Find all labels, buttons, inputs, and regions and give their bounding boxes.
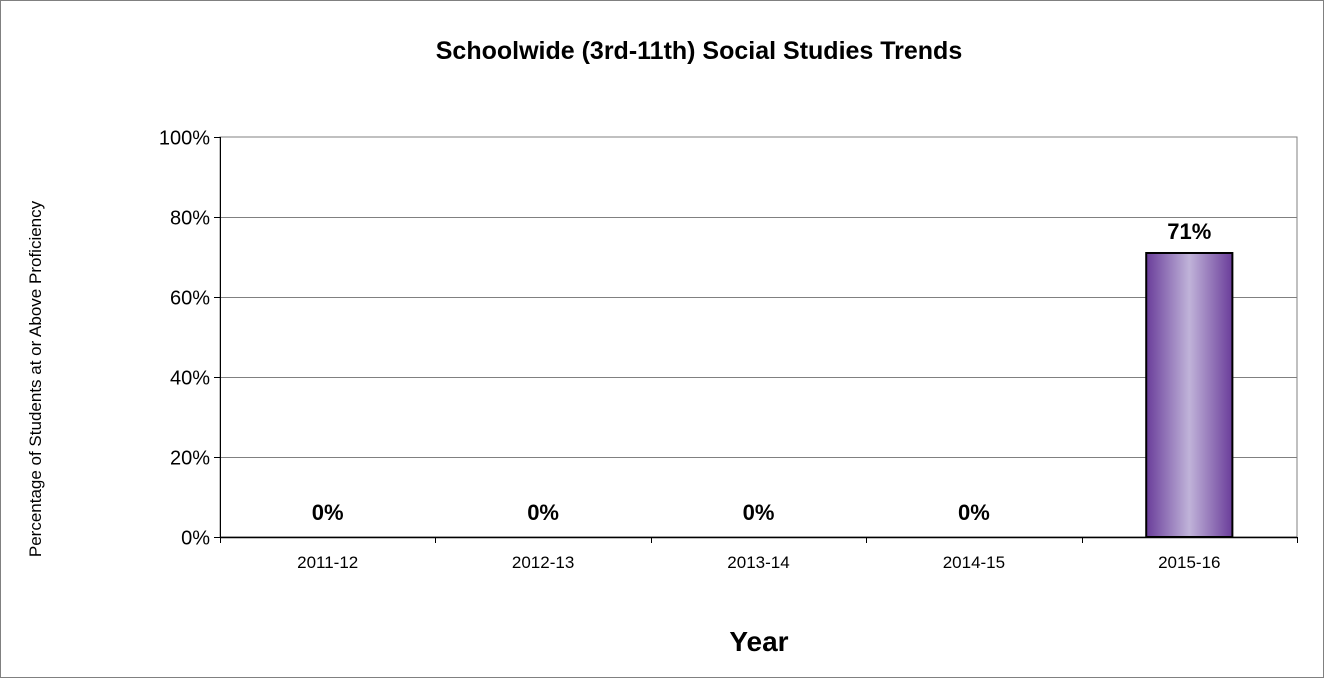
plot-area-border	[220, 137, 1297, 537]
y-tick-label: 100%	[159, 128, 210, 150]
x-tick-label: 2014-15	[943, 553, 1005, 572]
x-axis-label: Year	[729, 626, 788, 657]
data-label: 0%	[958, 500, 990, 525]
x-tick-label: 2012-13	[512, 553, 574, 572]
x-tick-label: 2013-14	[727, 553, 789, 572]
x-tick-label: 2015-16	[1158, 553, 1220, 572]
y-tick-labels: 0% 20% 40% 60% 80% 100%	[159, 128, 210, 550]
x-tick-labels: 2011-12 2012-13 2013-14 2014-15 2015-16	[297, 553, 1220, 572]
gridlines	[220, 137, 1297, 537]
data-labels: 0% 0% 0% 0% 71%	[312, 219, 1212, 525]
data-label: 71%	[1167, 219, 1211, 244]
bar-2015-16	[1146, 253, 1232, 537]
data-label: 0%	[312, 500, 344, 525]
axes	[214, 137, 1298, 543]
y-tick-label: 60%	[170, 288, 210, 310]
data-label: 0%	[743, 500, 775, 525]
y-axis-label: Percentage of Students at or Above Profi…	[26, 200, 45, 557]
chart-title: Schoolwide (3rd-11th) Social Studies Tre…	[436, 37, 963, 65]
bars	[1146, 253, 1232, 537]
x-tick-label: 2011-12	[297, 553, 358, 572]
data-label: 0%	[527, 500, 559, 525]
y-tick-label: 40%	[170, 368, 210, 390]
y-tick-label: 0%	[181, 528, 210, 550]
y-tick-label: 80%	[170, 208, 210, 230]
y-tick-label: 20%	[170, 448, 210, 470]
